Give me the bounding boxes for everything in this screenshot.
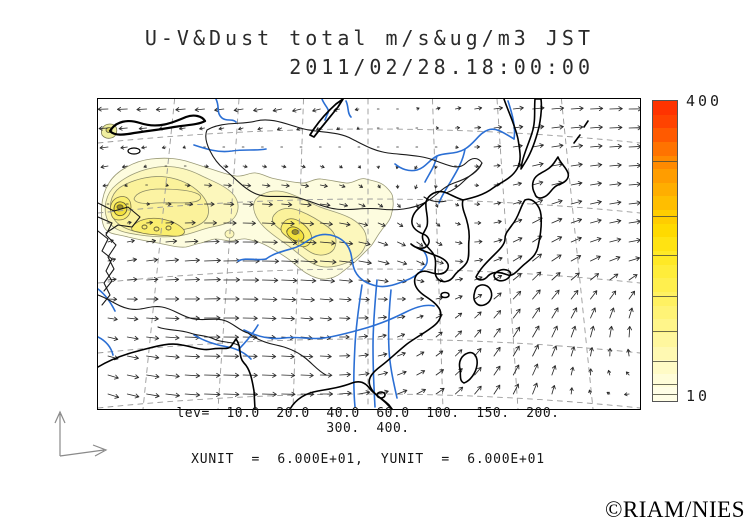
colorbar-tick [653,254,677,256]
x-axis-arrow-icon [59,444,108,457]
colorbar-segment [653,128,677,142]
colorbar-segment [653,305,677,320]
colorbar-segment [653,237,677,252]
graticule [98,99,640,409]
coastlines [98,99,589,409]
colorbar-tick [653,394,677,396]
colorbar-max-label: 400 [686,92,723,110]
lakes [108,99,344,155]
colorbar-segment [653,251,677,265]
colorbar-segment [653,278,677,292]
map-plot-area [97,98,641,410]
colorbar-segment [653,155,677,170]
colorbar-segment [653,360,677,374]
axis-indicator [54,410,108,457]
colorbar [652,100,678,402]
wind-arrows [98,105,640,399]
colorbar-segment [653,196,677,211]
map-canvas [98,99,640,409]
chart-timestamp: 2011/02/28.18:00:00 [289,55,594,79]
colorbar-tick [653,384,677,386]
colorbar-tick [653,330,677,332]
unit-scale-label: XUNIT = 6.000E+01, YUNIT = 6.000E+01 [191,452,545,467]
colorbar-segment [653,319,677,333]
colorbar-min-label: 10 [686,387,711,405]
colorbar-tick [653,216,677,218]
credit-text: ©RIAM/NIES [604,497,745,522]
colorbar-segment [653,169,677,183]
colorbar-segment [653,223,677,238]
y-axis-arrow-icon [54,410,66,456]
colorbar-tick [653,295,677,297]
colorbar-segment [653,114,677,129]
colorbar-segment [653,291,677,306]
colorbar-segment [653,182,677,197]
contour-levels-line2: 300. 400. [326,421,410,436]
colorbar-tick [653,361,677,363]
contour-levels-line1: lev= 10.0 20.0 40.0 60.0 100. 150. 200. [176,406,560,421]
colorbar-segment [653,101,677,115]
colorbar-segment [653,332,677,347]
colorbar-tick [653,160,677,162]
colorbar-segment [653,373,677,388]
country-borders [98,119,483,376]
colorbar-segment [653,346,677,361]
colorbar-segment [653,264,677,279]
colorbar-segments [653,101,677,402]
chart-title: U-V&Dust total m/s&ug/m3 JST [144,26,594,50]
colorbar-segment [653,141,677,156]
